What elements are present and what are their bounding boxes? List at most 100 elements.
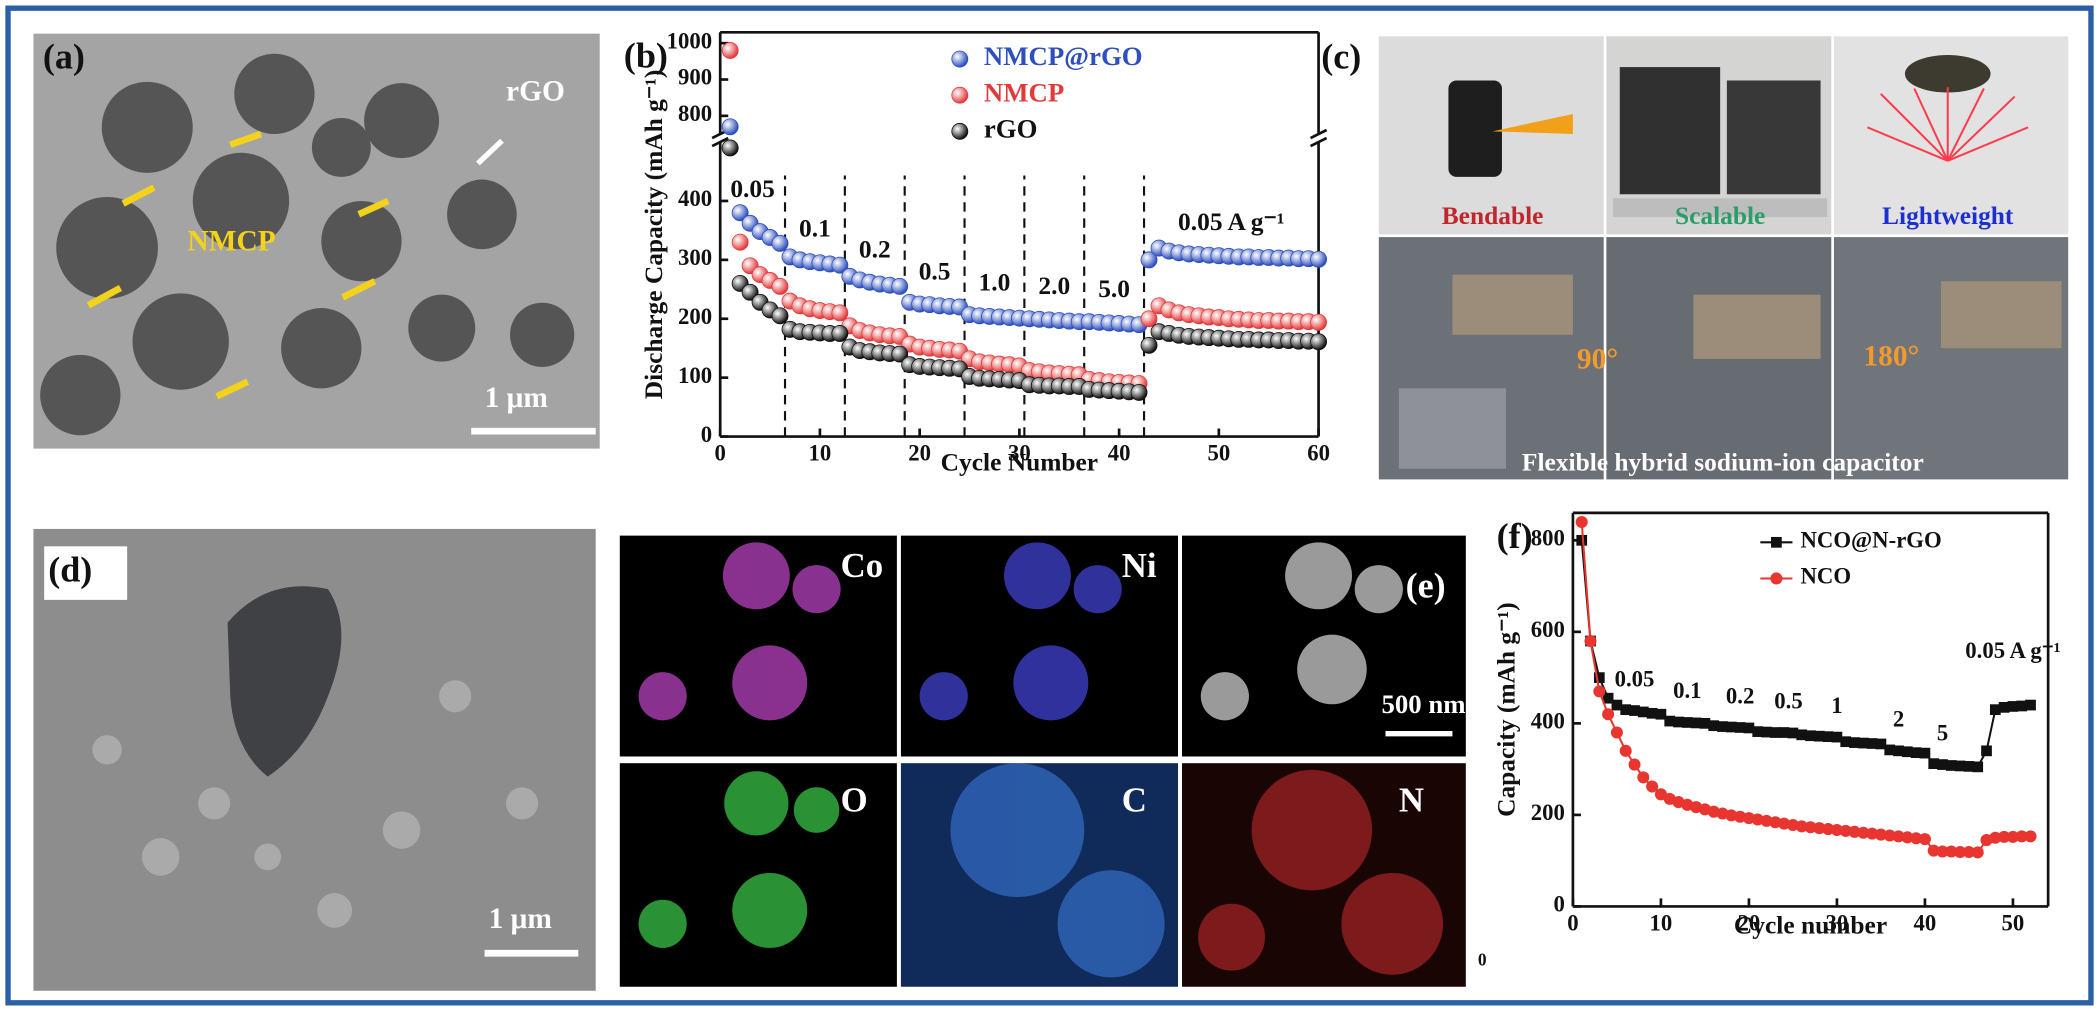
panel-label: (e) — [1406, 565, 1446, 605]
caption: Bendable — [1442, 201, 1544, 230]
marker — [1918, 833, 1931, 846]
marker — [1813, 730, 1825, 742]
x-tick-label: 60 — [1307, 441, 1330, 466]
x-tick-label: 50 — [1207, 441, 1230, 466]
marker — [1805, 730, 1816, 742]
element-label: O — [841, 780, 868, 819]
marker — [771, 307, 789, 325]
angle-label: 90° — [1577, 343, 1618, 375]
panel-d: 1 μm (d) — [33, 528, 596, 991]
rate-label: 0.5 — [919, 257, 951, 286]
rate-label: 0.1 — [1673, 678, 1701, 703]
marker — [1910, 832, 1923, 845]
marker — [1673, 716, 1684, 728]
marker — [1954, 845, 1967, 858]
legend-label: NCO@N-rGO — [1800, 528, 1941, 554]
marker — [1936, 845, 1949, 858]
x-tick-label: 40 — [1108, 441, 1131, 466]
marker — [1945, 760, 1957, 771]
marker — [1584, 634, 1597, 648]
rate-label: 1 — [1831, 693, 1842, 718]
rate-label: 0.1 — [799, 214, 831, 243]
marker — [1839, 824, 1852, 837]
x-tick-label: 50 — [2002, 910, 2025, 935]
y-tick-label: 400 — [1531, 709, 1565, 734]
marker — [2016, 700, 2028, 712]
marker — [1795, 820, 1808, 833]
label-box — [44, 546, 128, 600]
marker — [1771, 536, 1782, 548]
marker — [1611, 699, 1623, 711]
film — [1904, 55, 1991, 93]
marker — [771, 277, 789, 295]
ni-map — [919, 542, 1122, 721]
marker — [2006, 830, 2019, 843]
y-tick-label: 100 — [678, 363, 712, 388]
axis-remnant: 0 — [1478, 949, 1487, 969]
marker — [1910, 747, 1922, 759]
marker — [1770, 572, 1783, 585]
marker — [1831, 731, 1843, 743]
marker — [1717, 721, 1728, 732]
x-axis-label: Cycle Number — [941, 448, 1098, 477]
marker — [831, 256, 849, 274]
pore — [227, 586, 342, 777]
tweezer — [1492, 113, 1573, 135]
panel-label: (f) — [1497, 516, 1533, 556]
marker — [1690, 717, 1702, 729]
y-axis-label: Capacity (mAh g⁻¹) — [1491, 602, 1520, 817]
marker — [1813, 822, 1826, 835]
marker — [1901, 831, 1914, 844]
caption: Flexible hybrid sodium-ion capacitor — [1522, 448, 1924, 477]
marker — [1140, 310, 1158, 328]
y-tick-label: 300 — [678, 245, 712, 270]
marker — [1637, 706, 1649, 718]
rate-label: 0.05 A g⁻¹ — [1178, 207, 1285, 236]
panel-label: (b) — [624, 35, 668, 75]
y-tick-label: 200 — [678, 304, 712, 329]
rate-label: 0.05 — [730, 174, 775, 203]
marker — [2024, 830, 2037, 843]
y-tick-label: 900 — [678, 65, 712, 90]
marker — [1989, 831, 2002, 844]
scale-bar-label: 1 μm — [489, 903, 553, 935]
marker — [1681, 717, 1693, 728]
marker — [1575, 515, 1588, 529]
element-label: C — [1122, 780, 1147, 819]
tem-particles — [40, 53, 575, 436]
marker — [1884, 744, 1896, 756]
y-tick-label: 400 — [678, 186, 712, 211]
stem-image — [1200, 542, 1403, 721]
marker — [1655, 708, 1667, 720]
y-tick-label: 0 — [1554, 892, 1565, 917]
marker — [741, 283, 759, 301]
marker — [1140, 336, 1158, 354]
marker — [1875, 738, 1887, 750]
marker — [1752, 726, 1764, 737]
rate-label: 5 — [1937, 720, 1948, 745]
panel-e: Co Ni O C N (e) 500 nm 0 — [619, 535, 1487, 987]
n-map — [1198, 769, 1444, 975]
marker — [1769, 727, 1781, 738]
marker — [1866, 827, 1879, 840]
rgo-arrow — [476, 138, 504, 166]
marker — [1310, 333, 1328, 351]
marker — [1883, 829, 1896, 842]
element-label: Co — [841, 546, 884, 585]
marker — [1646, 780, 1659, 793]
x-tick-label: 10 — [1650, 910, 1673, 935]
label: NMCP — [187, 226, 275, 258]
rate-label: 0.2 — [859, 235, 891, 264]
element-label: N — [1399, 780, 1424, 819]
x-tick-label: 10 — [809, 441, 832, 466]
marker — [1787, 727, 1799, 739]
marker — [2025, 699, 2036, 711]
x-tick-label: 20 — [908, 441, 931, 466]
marker — [1874, 828, 1887, 841]
marker — [1593, 685, 1606, 698]
marker — [1840, 736, 1852, 748]
marker — [1796, 729, 1808, 741]
marker — [1998, 702, 2010, 713]
x-axis-label: Cycle number — [1734, 911, 1887, 940]
